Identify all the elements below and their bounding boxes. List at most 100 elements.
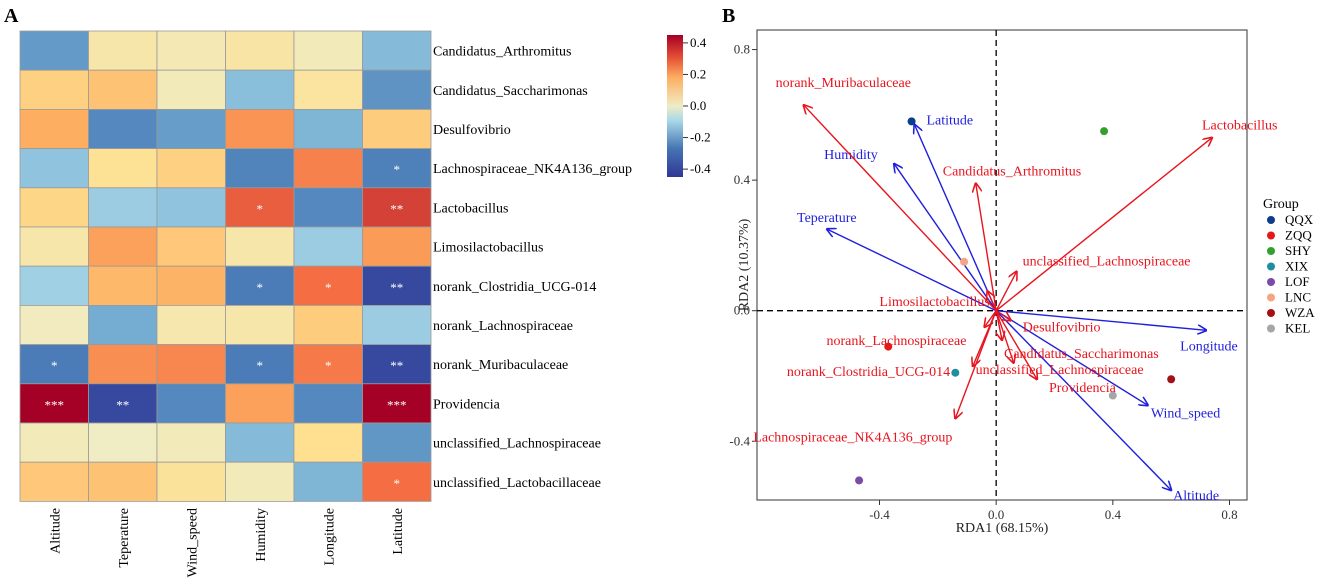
- heatmap-cell: [156, 344, 226, 385]
- env-vector-label: Teperature: [797, 211, 857, 226]
- rda-environment-vectors: LatitudeHumidityTeperatureLongitudeWind_…: [797, 114, 1238, 505]
- heatmap-row-label: norank_Clostridia_UCG-014: [433, 280, 596, 295]
- heatmap-cell: [225, 265, 295, 306]
- heatmap-cell: [362, 265, 432, 306]
- colorbar-tick-label: 0.4: [690, 35, 707, 50]
- env-vector-arrow: [827, 229, 997, 312]
- heatmap-cell: [225, 461, 295, 502]
- heatmap-cell: [88, 461, 158, 502]
- heatmap-cell: [293, 109, 363, 150]
- species-vector-label: norank_Lachnospiraceae: [827, 334, 967, 349]
- heatmap-cell: [225, 30, 295, 71]
- sample-point-lof: [855, 476, 864, 485]
- panel-a-label: A: [4, 5, 19, 27]
- env-vector-arrow: [995, 310, 1148, 406]
- heatmap-cell: [88, 265, 158, 306]
- heatmap-cell: [293, 187, 363, 228]
- rda-sample-points: [855, 117, 1176, 485]
- heatmap-cell: [19, 265, 89, 306]
- significance-marker: *: [257, 358, 264, 373]
- legend-swatch: [1267, 278, 1275, 286]
- colorbar-tick-label: 0.0: [690, 98, 706, 113]
- legend-label: LNC: [1285, 290, 1311, 305]
- heatmap-cell: [362, 187, 432, 228]
- heatmap-cell: [362, 304, 432, 345]
- x-tick-label: 0.0: [988, 507, 1004, 522]
- heatmap-cell: [362, 109, 432, 150]
- heatmap-cell: [156, 226, 226, 267]
- legend-label: KEL: [1285, 321, 1310, 336]
- env-vector-label: Wind_speed: [1151, 406, 1220, 421]
- heatmap-grid: [19, 30, 432, 502]
- heatmap-cell: [88, 69, 158, 110]
- heatmap-cell: [88, 30, 158, 71]
- heatmap-cell: [88, 304, 158, 345]
- heatmap-row-label: Lachnospiraceae_NK4A136_group: [433, 162, 632, 177]
- heatmap-cell: [156, 187, 226, 228]
- sample-point-wza: [1167, 375, 1176, 384]
- heatmap-cell: [88, 383, 158, 424]
- heatmap-cell: [293, 226, 363, 267]
- legend-title: Group: [1263, 197, 1299, 212]
- heatmap-row-label: norank_Lachnospiraceae: [433, 319, 573, 334]
- sample-point-lnc: [960, 257, 969, 266]
- heatmap-cell: [293, 304, 363, 345]
- env-vector-label: Latitude: [927, 114, 974, 129]
- species-vector-label: Providencia: [1049, 381, 1117, 396]
- heatmap-cell: [225, 383, 295, 424]
- heatmap-row-label: Candidatus_Arthromitus: [433, 45, 571, 60]
- species-vector-label: Lachnospiraceae_NK4A136_group: [753, 430, 952, 445]
- heatmap-cell: [88, 109, 158, 150]
- legend-label: ZQQ: [1285, 228, 1312, 243]
- species-vector-label: Candidatus_Saccharimonas: [1004, 347, 1159, 362]
- significance-marker: *: [257, 201, 264, 216]
- env-vector-arrow: [894, 164, 997, 312]
- heatmap-cell: [156, 109, 226, 150]
- heatmap-significance: ** *** * *** * * ***** ** ****: [45, 162, 407, 491]
- x-tick-label: 0.8: [1221, 507, 1237, 522]
- heatmap-row-label: Providencia: [433, 397, 501, 412]
- significance-marker: *: [394, 476, 401, 491]
- significance-marker: **: [390, 358, 403, 373]
- species-vector-arrow: [804, 105, 997, 312]
- env-vector-arrow: [915, 125, 997, 311]
- heatmap-row-label: unclassified_Lachnospiraceae: [433, 437, 601, 452]
- sample-point-kel: [1108, 391, 1117, 400]
- heatmap-cell: [88, 187, 158, 228]
- heatmap-cell: [156, 461, 226, 502]
- heatmap-cell: [19, 30, 89, 71]
- species-vector-label: norank_Muribaculaceae: [776, 76, 911, 91]
- species-vector-arrow: [995, 272, 1016, 312]
- significance-marker: ***: [45, 397, 65, 412]
- significance-marker: *: [257, 280, 264, 295]
- panel-b-label: B: [722, 5, 735, 27]
- legend-label: WZA: [1285, 305, 1315, 320]
- species-vector-label: Desulfovibrio: [1023, 320, 1101, 335]
- significance-marker: **: [116, 397, 129, 412]
- heatmap-cell: [362, 226, 432, 267]
- heatmap-cell: [362, 69, 432, 110]
- heatmap-cell: [362, 461, 432, 502]
- heatmap-cell: [225, 187, 295, 228]
- heatmap-cell: [362, 344, 432, 385]
- legend-swatch: [1267, 247, 1275, 255]
- species-vector-arrow: [995, 310, 1014, 363]
- species-vector-arrow: [985, 310, 997, 327]
- legend-label: SHY: [1285, 243, 1312, 258]
- heatmap-cell: [19, 304, 89, 345]
- heatmap-cell: [19, 148, 89, 189]
- heatmap-cell: [19, 187, 89, 228]
- rda-species-vectors: norank_Muribaculaceae Lactobacillus Candid…: [753, 76, 1277, 445]
- heatmap-column-labels: Altitude Teperature Wind_speed Humidity Long…: [48, 508, 406, 577]
- heatmap-row-label: Limosilactobacillus: [433, 241, 543, 256]
- legend-label: LOF: [1285, 274, 1310, 289]
- heatmap-cell: [225, 304, 295, 345]
- heatmap-cell: [293, 383, 363, 424]
- heatmap-cell: [88, 422, 158, 463]
- significance-marker: *: [325, 358, 332, 373]
- y-tick-label: 0.0: [734, 303, 750, 318]
- y-tick-label: -0.4: [729, 433, 750, 448]
- species-vector-arrow: [995, 310, 1037, 380]
- species-vector-arrow: [995, 310, 1011, 321]
